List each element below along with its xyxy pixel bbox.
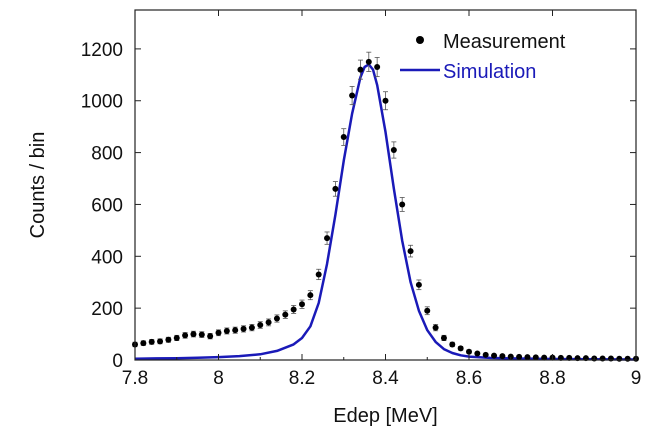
legend-label-measurement: Measurement (443, 31, 566, 53)
measurement-point (265, 319, 272, 326)
measurement-point (148, 338, 155, 345)
measurement-point (299, 301, 305, 308)
measurement-point (140, 340, 147, 347)
measurement-point (449, 341, 456, 348)
plot-frame (134, 9, 637, 361)
measurement-point (273, 315, 280, 322)
measurement-point (315, 271, 322, 278)
measurement-point (240, 325, 247, 332)
measurement-point (215, 329, 222, 336)
x-tick-label: 8.8 (539, 368, 565, 389)
measurement-point (616, 355, 623, 362)
measurement-point (357, 66, 364, 73)
x-tick-label: 8.2 (289, 368, 315, 389)
measurement-point (340, 134, 347, 141)
measurement-point (248, 324, 255, 331)
measurement-point (349, 92, 356, 99)
y-tick-label: 200 (91, 299, 123, 320)
measurement-point (399, 201, 406, 208)
y-axis-label: Counts / bin (27, 132, 49, 239)
measurement-point (190, 331, 197, 338)
measurement-point (499, 353, 506, 360)
x-axis-label: Edep [MeV] (333, 405, 438, 427)
measurement-point (290, 306, 297, 313)
measurement-point (390, 147, 397, 153)
x-tick-label: 8.6 (456, 368, 482, 389)
measurement-point (365, 58, 372, 65)
measurement-point (424, 307, 431, 314)
measurement-point (457, 345, 464, 352)
measurement-point (440, 334, 447, 341)
y-tick-label: 600 (91, 195, 123, 216)
y-tick-label: 1000 (81, 92, 123, 113)
measurement-point (332, 185, 339, 192)
measurement-point (432, 324, 439, 331)
axis-ticks: 7.8 8 8.2 8.4 8.6 8.8 9 0 200 400 600 800 1000 1200 (81, 9, 642, 389)
measurement-point (324, 235, 331, 242)
measurement-point (198, 331, 205, 338)
legend: Measurement Simulation (400, 31, 566, 83)
measurement-point (541, 354, 548, 361)
y-tick-label: 400 (91, 247, 123, 268)
measurement-point (382, 97, 389, 104)
legend-marker-measurement (416, 36, 424, 44)
x-tick-label: 8 (213, 368, 224, 389)
measurement-point (507, 353, 514, 360)
y-tick-label: 0 (112, 351, 123, 372)
measurement-point (466, 348, 472, 355)
measurement-point (232, 327, 239, 334)
measurement-point (182, 332, 189, 339)
x-tick-label: 9 (631, 368, 642, 389)
measurement-point (516, 353, 523, 360)
measurement-point (157, 338, 164, 345)
measurement-point (415, 281, 422, 288)
y-tick-label: 800 (91, 144, 123, 165)
x-tick-label: 8.4 (372, 368, 399, 389)
measurement-point (624, 355, 631, 362)
measurement-point (524, 354, 531, 361)
measurement-point (532, 354, 539, 361)
measurement-point (223, 327, 230, 334)
measurement-point (282, 311, 289, 318)
measurement-point (257, 322, 264, 328)
measurement-point (165, 336, 172, 343)
measurement-point (173, 334, 180, 341)
legend-label-simulation: Simulation (443, 61, 536, 83)
measurement-point (207, 333, 214, 340)
plot-area (132, 51, 639, 362)
measurement-point (482, 351, 489, 358)
measurement-point (374, 64, 381, 71)
measurement-point (474, 350, 481, 357)
y-tick-label: 1200 (81, 40, 123, 61)
measurement-point (307, 292, 314, 299)
measurement-point (407, 248, 414, 255)
measurement-point (491, 352, 498, 359)
x-tick-label: 7.8 (122, 368, 148, 389)
